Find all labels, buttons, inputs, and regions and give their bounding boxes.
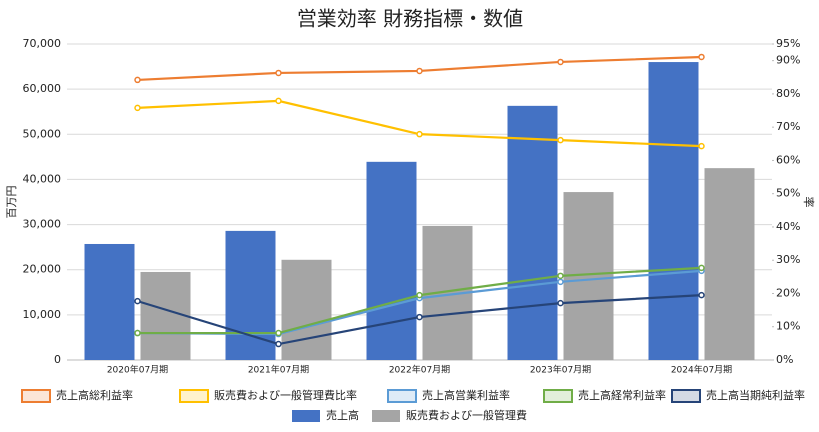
y2-tick-label: 50%: [776, 187, 800, 200]
marker: [275, 329, 282, 337]
marker: [557, 299, 564, 307]
y2-tick-label: 95%: [776, 37, 800, 50]
marker: [134, 104, 141, 112]
x-tick-label: 2024年07月期: [671, 364, 732, 376]
bar: [507, 105, 558, 361]
legend-swatch: [372, 410, 400, 422]
legend-label: 売上高総利益率: [56, 388, 133, 402]
y2-tick-label: 40%: [776, 220, 800, 233]
legend-swatch: [387, 389, 417, 403]
y-tick-label: 30,000: [23, 218, 62, 231]
bar: [84, 243, 135, 360]
y2-tick-label: 30%: [776, 253, 800, 266]
y2-tick-label: 10%: [776, 320, 800, 333]
y-axis-label: 百万円: [5, 186, 18, 219]
legend-swatch: [543, 389, 573, 403]
marker: [134, 297, 141, 305]
line: [137, 269, 702, 336]
y-tick-label: 70,000: [23, 37, 62, 50]
marker: [416, 313, 423, 321]
legend-label: 売上高営業利益率: [422, 388, 510, 402]
marker: [557, 136, 564, 144]
marker: [416, 130, 423, 138]
marker: [698, 264, 705, 272]
legend-label: 売上高経常利益率: [578, 388, 666, 402]
bar: [225, 230, 276, 360]
y-tick-label: 20,000: [23, 263, 62, 276]
y-tick-label: 40,000: [23, 172, 62, 185]
y2-tick-label: 20%: [776, 286, 800, 299]
y2-tick-label: 0%: [776, 353, 793, 366]
marker: [557, 278, 564, 286]
marker: [275, 69, 282, 77]
legend-label: 販売費および一般管理費比率: [214, 388, 357, 402]
y-tick-label: 60,000: [23, 82, 62, 95]
legend-swatch: [21, 389, 51, 403]
marker: [416, 291, 423, 299]
marker: [275, 97, 282, 105]
legend-label: 売上高: [326, 408, 359, 422]
marker: [134, 76, 141, 84]
marker: [134, 329, 141, 337]
y2-tick-label: 60%: [776, 153, 800, 166]
x-tick-label: 2023年07月期: [530, 364, 591, 376]
legend-label: 売上高当期純利益率: [706, 388, 805, 402]
x-tick-label: 2021年07月期: [248, 364, 309, 376]
y-tick-label: 0: [54, 353, 61, 366]
legend-swatch: [179, 389, 209, 403]
legend-swatch: [671, 389, 701, 403]
marker: [416, 67, 423, 75]
legend-label: 販売費および一般管理費: [406, 408, 527, 422]
marker: [275, 340, 282, 348]
marker: [557, 58, 564, 66]
y2-tick-label: 90%: [776, 54, 800, 67]
y2-axis-label: 率: [802, 197, 816, 208]
marker: [698, 142, 705, 150]
bar: [648, 62, 699, 361]
x-tick-label: 2022年07月期: [389, 364, 450, 376]
chart-title: 営業効率 財務指標・数値: [297, 7, 523, 31]
bar: [281, 259, 332, 360]
marker: [698, 53, 705, 61]
marker: [698, 291, 705, 299]
line: [137, 99, 702, 148]
y-tick-label: 10,000: [23, 308, 62, 321]
marker: [557, 272, 564, 280]
bar: [366, 161, 417, 360]
bar: [704, 168, 755, 360]
y-tick-label: 50,000: [23, 127, 62, 140]
bar: [140, 271, 191, 360]
x-tick-label: 2020年07月期: [107, 364, 168, 376]
legend-swatch: [292, 410, 320, 422]
y2-tick-label: 70%: [776, 120, 800, 133]
y2-tick-label: 80%: [776, 87, 800, 100]
